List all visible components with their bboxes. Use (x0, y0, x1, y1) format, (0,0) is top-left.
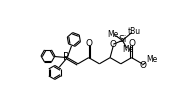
Text: Me: Me (122, 45, 133, 54)
Text: O: O (109, 40, 116, 49)
Text: O: O (128, 39, 135, 48)
Text: P: P (63, 52, 69, 62)
Text: O: O (139, 61, 146, 70)
Text: tBu: tBu (128, 27, 141, 36)
Text: Si: Si (118, 35, 127, 44)
Text: O: O (85, 39, 92, 48)
Text: Me: Me (146, 55, 157, 64)
Text: Me: Me (108, 30, 119, 39)
